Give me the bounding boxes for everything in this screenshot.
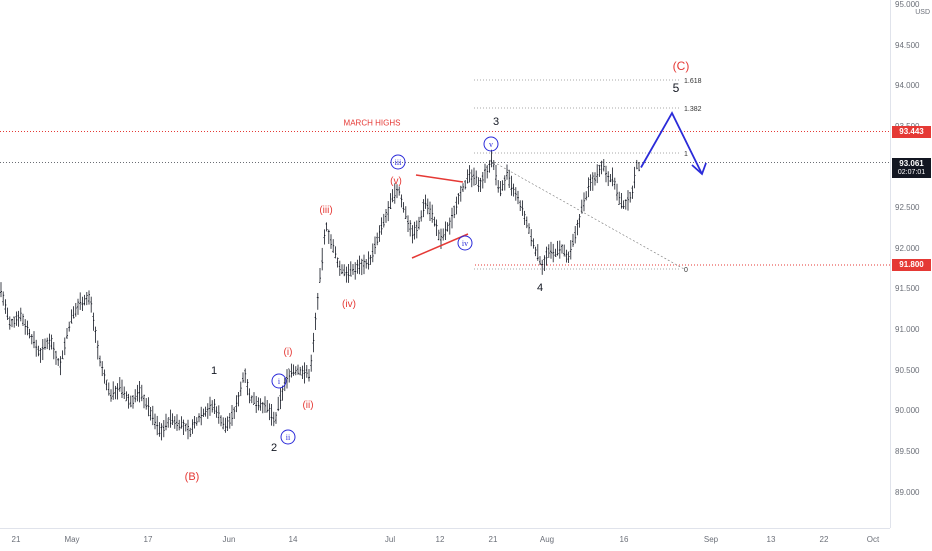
wave-label: (ii) (302, 400, 313, 411)
x-tick-label: 16 (619, 535, 629, 544)
wave-circle-marker (271, 373, 287, 389)
x-tick-label: 14 (288, 535, 298, 544)
wave-label: (iv) (342, 299, 356, 310)
wave-label-circled: ii (286, 433, 291, 442)
x-tick-label: Oct (866, 535, 880, 544)
wave-label: 2 (271, 442, 277, 454)
chart-plot-area[interactable]: MARCH HIGHS 1.618 1.382 1 0 (C) 5 3 4 1 2 (B) (iii) (… (0, 0, 890, 528)
y-tick-label: 90.000 (895, 406, 920, 416)
y-tick-label: 92.000 (895, 243, 920, 253)
price-chart-svg: MARCH HIGHS 1.618 1.382 1 0 (C) 5 3 4 1 2 (B) (iii) (… (0, 59, 890, 483)
fib-level-label: 0 (684, 267, 688, 274)
fib-trend-line (489, 159, 685, 270)
wave-label: (iii) (319, 205, 332, 216)
y-tick-label: 89.500 (895, 446, 920, 456)
wave-label-circled: iv (462, 239, 468, 248)
wave-label-circled: v (489, 140, 493, 149)
wave-label-circled: iii (395, 158, 402, 167)
wave-circle-marker (390, 154, 406, 170)
fib-level-label: 1.618 (684, 78, 702, 85)
x-tick-label: 21 (11, 535, 21, 544)
y-tick-label: 92.500 (895, 203, 920, 213)
x-tick-label: 21 (488, 535, 498, 544)
price-scale[interactable]: USD 95.00094.50094.00093.50093.00092.500… (890, 0, 932, 528)
wave-label: (i) (284, 347, 293, 358)
fib-level-label: 1 (684, 151, 688, 158)
y-tick-label: 90.500 (895, 365, 920, 375)
current-price-tag-countdown: 02:07:01 (897, 168, 926, 176)
x-tick-label: Jun (222, 535, 236, 544)
x-tick-label: 22 (819, 535, 829, 544)
wave-label: (v) (390, 176, 402, 187)
projection-arrowhead (691, 162, 707, 176)
triangle-upper-line (415, 174, 464, 183)
wave-label: 3 (493, 116, 499, 128)
current-price-tag: 93.061 02:07:01 (892, 157, 931, 178)
wave-label-circled: i (278, 377, 281, 386)
y-tick-label: 94.500 (895, 40, 920, 50)
march-highs-label: MARCH HIGHS (344, 119, 401, 128)
y-tick-label: 91.500 (895, 284, 920, 294)
x-tick-label: 13 (766, 535, 776, 544)
support-price-tag: 91.800 (892, 259, 931, 271)
wave-circle-marker (457, 235, 473, 251)
x-tick-label: 17 (143, 535, 153, 544)
march-highs-price-tag-value: 93.443 (899, 126, 924, 136)
y-tick-label: 89.000 (895, 487, 920, 497)
march-highs-price-tag: 93.443 (892, 125, 931, 138)
wave-label: 5 (673, 81, 680, 95)
triangle-lower-line (411, 233, 469, 259)
wave-label: (C) (673, 59, 690, 73)
y-tick-label: 94.000 (895, 81, 920, 91)
support-price-tag-value: 91.800 (899, 260, 924, 269)
wave-circle-marker (483, 136, 499, 152)
x-tick-label: Jul (384, 535, 396, 544)
projection-path (640, 111, 703, 175)
x-tick-label: 12 (435, 535, 445, 544)
fib-level-label: 1.382 (684, 106, 702, 113)
x-tick-label: Aug (539, 535, 555, 544)
x-tick-label: Sep (703, 535, 719, 544)
wave-circle-marker (280, 429, 296, 445)
y-tick-label: 91.000 (895, 325, 920, 334)
current-price-tag-value: 93.061 (899, 158, 924, 168)
wave-label: 4 (537, 282, 543, 294)
time-scale[interactable]: 21 May 17 Jun 14 Jul 12 21 Aug 16 Sep 13 22 Oct (0, 528, 890, 551)
y-tick-label: 95.000 (895, 0, 920, 9)
wave-label: 1 (211, 365, 217, 377)
currency-label: USD (915, 9, 930, 16)
x-tick-label: May (64, 535, 80, 544)
wave-label: (B) (185, 471, 200, 483)
